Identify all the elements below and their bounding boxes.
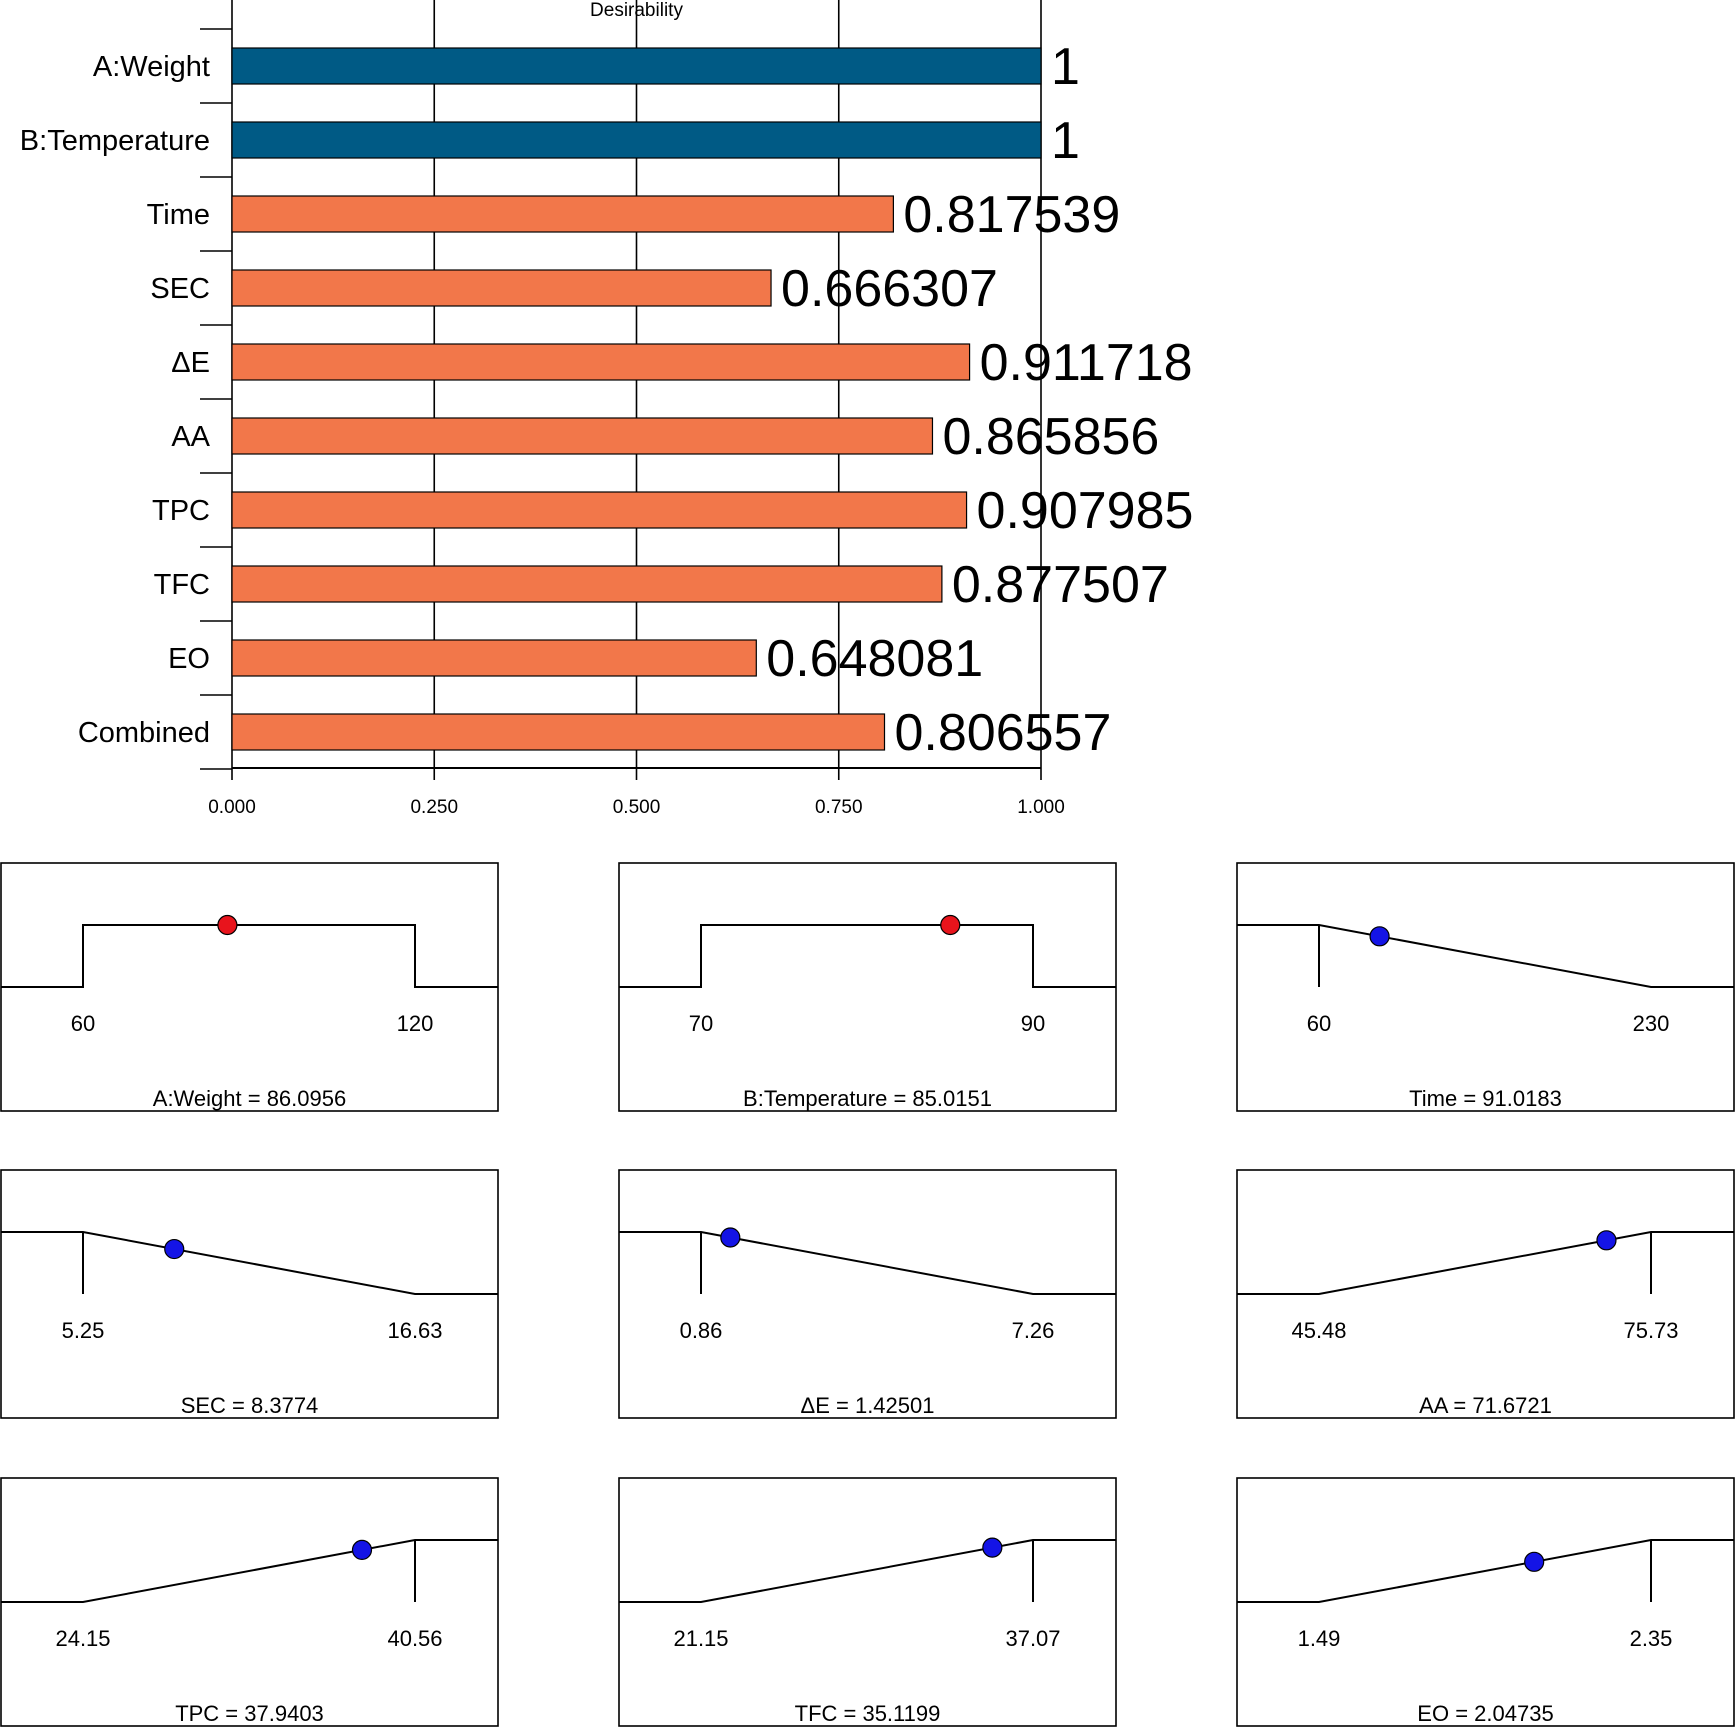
- panel-high-label-8: 2.35: [1630, 1626, 1673, 1651]
- panel-ramp-5: [1237, 1231, 1734, 1295]
- bar-8: [231, 639, 757, 677]
- panel-ramp-2: [1237, 924, 1734, 988]
- panel-ramp-3: [1, 1231, 498, 1295]
- panel-high-label-3: 16.63: [387, 1318, 442, 1343]
- value-label-1: 1: [1051, 112, 1080, 170]
- category-label-6: TPC: [152, 495, 210, 527]
- desirability-bar-chart: Desirability 0.000 0.250 0.500 0.750 1.000 A:W…: [20, 0, 1194, 818]
- panel-point-8: [1524, 1551, 1545, 1572]
- value-label-4: 0.911718: [980, 334, 1193, 392]
- panel-caption-1: B:Temperature = 85.0151: [743, 1086, 992, 1111]
- panel-point-1: [940, 914, 961, 936]
- x-tick-label-4: 1.000: [1017, 797, 1065, 818]
- panel-point-2: [1369, 926, 1390, 947]
- category-label-7: TFC: [154, 569, 210, 601]
- panel-point-3: [164, 1238, 185, 1260]
- panel-point-5: [1596, 1230, 1617, 1251]
- panel-caption-7: TFC = 35.1199: [795, 1701, 941, 1726]
- panel-ramp-8: [1237, 1539, 1734, 1603]
- bar-2: [231, 195, 894, 233]
- bar-6: [231, 491, 968, 529]
- panel-ramp-1: [619, 924, 1116, 988]
- panel-high-label-5: 75.73: [1623, 1318, 1678, 1343]
- panel-ramp-7: [619, 1539, 1116, 1603]
- value-label-0: 1: [1051, 38, 1080, 96]
- panel-high-label-1: 90: [1021, 1011, 1045, 1036]
- x-axis-title: Desirability: [590, 0, 683, 21]
- panel-low-label-1: 70: [689, 1011, 713, 1036]
- value-label-5: 0.865856: [942, 408, 1159, 466]
- panel-ramp-4: [619, 1231, 1116, 1295]
- panel-low-label-2: 60: [1307, 1011, 1331, 1036]
- panel-high-label-0: 120: [397, 1011, 434, 1036]
- panel-point-7: [982, 1537, 1003, 1558]
- category-label-2: Time: [147, 199, 210, 231]
- panel-high-label-4: 7.26: [1012, 1318, 1055, 1343]
- value-label-7: 0.877507: [952, 556, 1169, 614]
- panel-low-label-5: 45.48: [1291, 1318, 1346, 1343]
- category-label-8: EO: [168, 643, 210, 675]
- value-label-3: 0.666307: [781, 260, 998, 318]
- panel-high-label-2: 230: [1633, 1011, 1670, 1036]
- x-tick-label-3: 0.750: [815, 797, 863, 818]
- x-tick-label-0: 0.000: [208, 797, 256, 818]
- bar-9: [231, 713, 886, 751]
- panel-caption-4: ΔE = 1.42501: [801, 1393, 935, 1418]
- panel-point-6: [351, 1539, 373, 1560]
- category-label-3: SEC: [150, 273, 210, 305]
- panel-high-label-7: 37.07: [1005, 1626, 1060, 1651]
- panel-caption-6: TPC = 37.9403: [175, 1701, 324, 1726]
- panel-high-label-6: 40.56: [387, 1626, 442, 1651]
- panel-caption-8: EO = 2.04735: [1417, 1701, 1553, 1726]
- x-tick-label-1: 0.250: [410, 797, 458, 818]
- category-label-5: AA: [171, 421, 210, 453]
- category-label-9: Combined: [78, 717, 210, 749]
- panel-caption-2: Time = 91.0183: [1409, 1086, 1562, 1111]
- bar-1: [231, 121, 1042, 159]
- value-label-6: 0.907985: [977, 482, 1194, 540]
- panel-ramp-0: [1, 924, 498, 988]
- value-label-2: 0.817539: [903, 186, 1120, 244]
- bar-5: [231, 417, 934, 455]
- value-label-8: 0.648081: [766, 630, 983, 688]
- panel-ramp-6: [1, 1539, 498, 1603]
- panel-caption-0: A:Weight = 86.0956: [153, 1086, 346, 1111]
- panel-caption-3: SEC = 8.3774: [181, 1393, 319, 1418]
- bar-7: [231, 565, 943, 603]
- panel-point-4: [720, 1227, 741, 1248]
- category-label-0: A:Weight: [93, 51, 210, 83]
- panel-low-label-8: 1.49: [1298, 1626, 1341, 1651]
- bar-3: [231, 269, 772, 307]
- panel-point-0: [217, 914, 238, 936]
- category-label-1: B:Temperature: [20, 125, 210, 157]
- ramp-panels-grid: 60 120 A:Weight = 86.0956 70 90 B:Temperature…: [0, 862, 1735, 1727]
- panel-low-label-6: 24.15: [55, 1626, 110, 1651]
- panel-caption-5: AA = 71.6721: [1419, 1393, 1552, 1418]
- bar-0: [231, 47, 1042, 85]
- panel-low-label-3: 5.25: [62, 1318, 105, 1343]
- bar-4: [231, 343, 971, 381]
- panel-low-label-4: 0.86: [680, 1318, 723, 1343]
- value-label-9: 0.806557: [895, 704, 1112, 762]
- x-tick-label-2: 0.500: [613, 797, 661, 818]
- panel-low-label-0: 60: [71, 1011, 95, 1036]
- panel-low-label-7: 21.15: [673, 1626, 728, 1651]
- category-label-4: ΔE: [171, 347, 210, 379]
